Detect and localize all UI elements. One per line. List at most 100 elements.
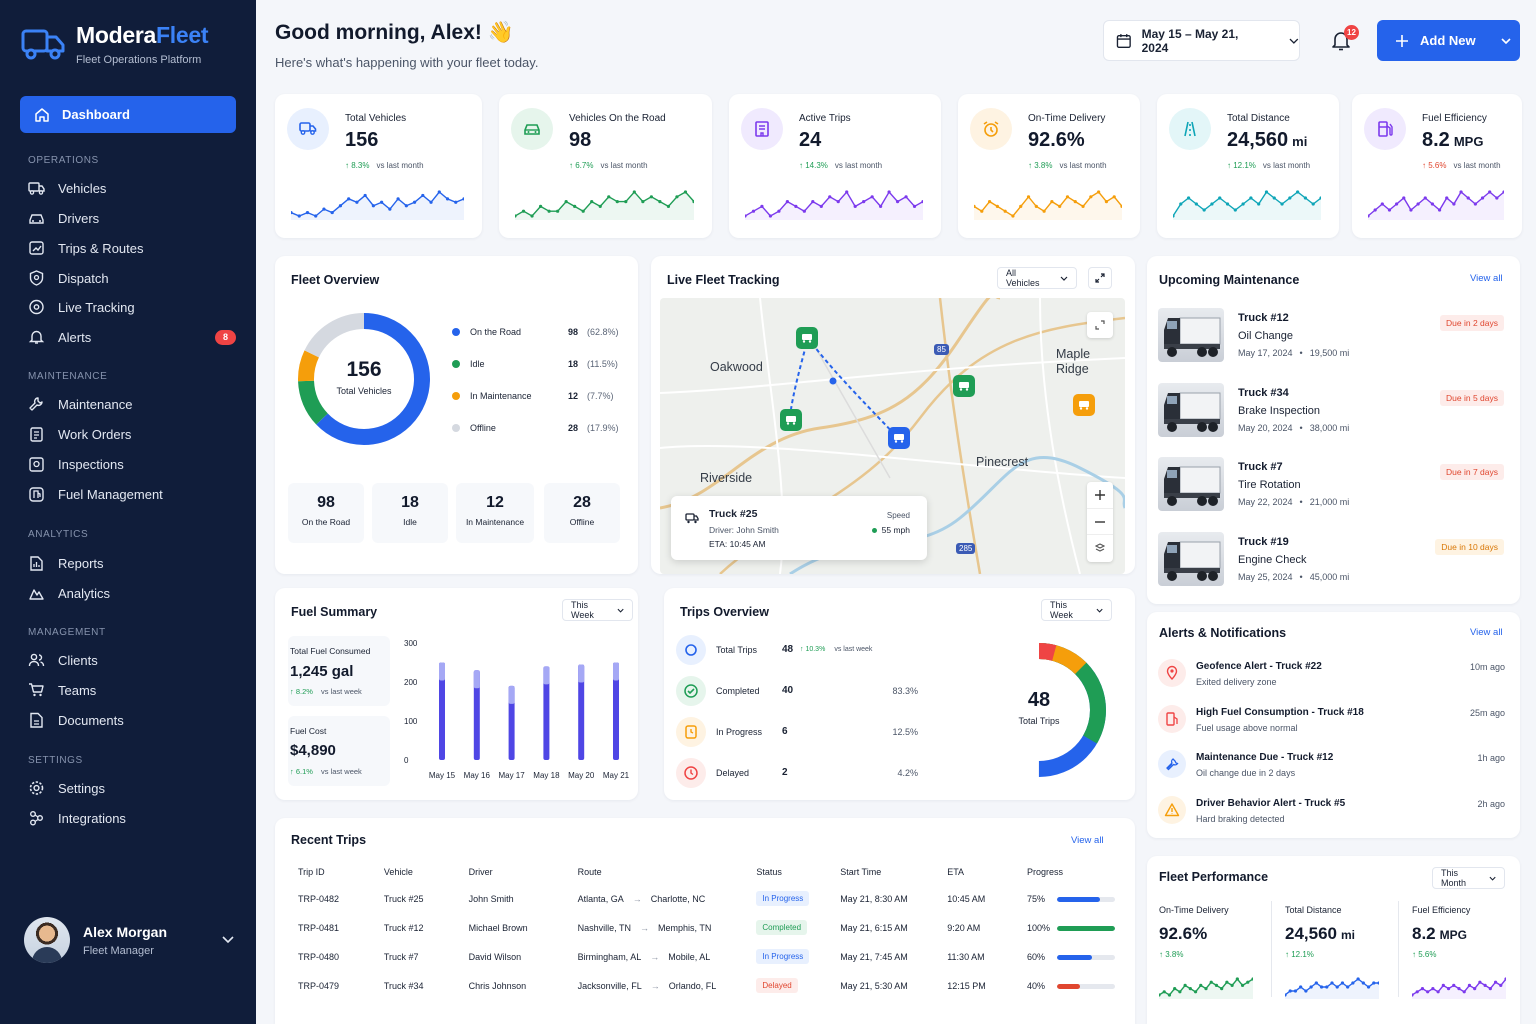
vehicle-marker-selected[interactable] xyxy=(888,427,910,449)
trip-stat-row[interactable]: Total Trips 48 ↑ 10.3% vs last week xyxy=(676,635,920,665)
alert-item[interactable]: Driver Behavior Alert - Truck #5 Hard bra… xyxy=(1158,795,1508,836)
alerts-view-all-link[interactable]: View all xyxy=(1470,627,1503,638)
table-row[interactable]: TRP-0482 Truck #25 John Smith Atlanta, GA → C… xyxy=(288,884,1118,913)
popup-driver: Driver: John Smith xyxy=(709,525,779,535)
column-header[interactable]: Vehicle xyxy=(383,867,413,877)
alert-item[interactable]: Maintenance Due - Truck #12 Oil change du… xyxy=(1158,750,1508,790)
sidebar-item-settings[interactable]: Settings xyxy=(28,780,236,796)
trip-stat-row[interactable]: Delayed 2 4.2% xyxy=(676,758,920,788)
column-header[interactable]: ETA xyxy=(947,867,965,877)
column-header[interactable]: Start Time xyxy=(840,867,882,877)
performance-period-select[interactable]: This Month xyxy=(1432,867,1505,889)
table-row[interactable]: TRP-0479 Truck #34 Chris Johnson Jacksonvil… xyxy=(288,971,1118,1000)
vehicle-marker[interactable] xyxy=(1073,394,1095,416)
kpi-card[interactable]: On-Time Delivery 92.6% ↑ 3.8% vs last month xyxy=(958,94,1140,238)
recent-trips-view-all-link[interactable]: View all xyxy=(1071,835,1104,846)
sidebar-item-maintenance[interactable]: Maintenance xyxy=(28,396,236,412)
table-row[interactable]: TRP-0481 Truck #12 Michael Brown Nashville,… xyxy=(288,913,1118,942)
kpi-card[interactable]: Active Trips 24 ↑ 14.3% vs last month xyxy=(729,94,941,238)
alert-item[interactable]: High Fuel Consumption - Truck #18 Fuel us… xyxy=(1158,704,1508,745)
maintenance-view-all-link[interactable]: View all xyxy=(1470,273,1503,284)
sidebar-item-integrations[interactable]: Integrations xyxy=(28,810,236,826)
vehicle-marker[interactable] xyxy=(953,375,975,397)
user-profile[interactable]: Alex Morgan Fleet Manager xyxy=(24,917,234,963)
trip-stat-row[interactable]: Completed 40 83.3% xyxy=(676,676,920,706)
kpi-card[interactable]: Total Distance 24,560 mi ↑ 12.1% vs last mon… xyxy=(1157,94,1339,238)
notifications-button[interactable]: 12 xyxy=(1331,25,1359,55)
status-summary-card[interactable]: 18 Idle xyxy=(372,483,448,543)
trip-stat-row[interactable]: In Progress 6 12.5% xyxy=(676,717,920,747)
sidebar-item-analytics[interactable]: Analytics xyxy=(28,585,236,601)
zoom-in-button[interactable] xyxy=(1087,482,1113,508)
fuel-bar[interactable] xyxy=(613,662,619,761)
kpi-card[interactable]: Total Vehicles 156 ↑ 8.3% vs last month xyxy=(275,94,482,238)
fleet-donut-segment-3[interactable] xyxy=(298,313,430,445)
fuel-period-select[interactable]: This Week xyxy=(562,599,633,621)
sidebar-item-clients[interactable]: Clients xyxy=(28,652,236,668)
legend-item[interactable]: On the Road 98 (62.8%) xyxy=(452,327,619,337)
fleet-donut-segment-2[interactable] xyxy=(298,313,430,445)
zoom-out-button[interactable] xyxy=(1087,508,1113,534)
maintenance-item[interactable]: Truck #12 Oil Change May 17, 2024 • 19,500 m… xyxy=(1158,308,1510,364)
sidebar-item-teams[interactable]: Teams xyxy=(28,682,236,698)
vehicle-marker[interactable] xyxy=(796,327,818,349)
sidebar-item-trips-routes[interactable]: Trips & Routes xyxy=(28,240,236,256)
sparkline-point xyxy=(760,204,764,208)
sidebar-item-dispatch[interactable]: Dispatch xyxy=(28,270,236,286)
brand[interactable]: ModeraFleet Fleet Operations Platform xyxy=(20,22,208,66)
sparkline-point xyxy=(1042,209,1046,213)
column-header[interactable]: Status xyxy=(756,867,782,877)
status-summary-card[interactable]: 98 On the Road xyxy=(288,483,364,543)
sidebar-item-inspections[interactable]: Inspections xyxy=(28,456,236,472)
kpi-card[interactable]: Fuel Efficiency 8.2 MPG ↑ 5.6% vs last month xyxy=(1352,94,1522,238)
date-range-picker[interactable]: May 15 – May 21, 2024 xyxy=(1103,20,1300,61)
sidebar-item-label: Dashboard xyxy=(62,107,130,122)
fuel-bar[interactable] xyxy=(508,685,515,760)
sidebar-item-drivers[interactable]: Drivers xyxy=(28,210,236,226)
performance-metric[interactable]: On-Time Delivery 92.6% ↑ 3.8% xyxy=(1159,905,1269,999)
legend-item[interactable]: Idle 18 (11.5%) xyxy=(452,359,618,369)
layers-button[interactable] xyxy=(1087,534,1113,560)
status-summary-card[interactable]: 28 Offline xyxy=(544,483,620,543)
column-header[interactable]: Trip ID xyxy=(298,867,325,877)
sidebar-item-dashboard[interactable]: Dashboard xyxy=(20,96,236,133)
legend-item[interactable]: In Maintenance 12 (7.7%) xyxy=(452,391,618,401)
performance-metric[interactable]: Total Distance 24,560 mi ↑ 12.1% xyxy=(1271,901,1395,999)
sidebar-item-documents[interactable]: Documents xyxy=(28,712,236,728)
maintenance-item[interactable]: Truck #19 Engine Check May 25, 2024 • 45,000… xyxy=(1158,531,1510,588)
column-header[interactable]: Driver xyxy=(468,867,493,877)
vehicle-popup[interactable]: Truck #25 Driver: John Smith ETA: 10:45 … xyxy=(671,496,927,560)
sparkline-point xyxy=(1431,987,1435,991)
kpi-icon-wrap xyxy=(287,108,329,150)
alert-icon-wrap xyxy=(1158,795,1186,824)
trips-period-select[interactable]: This Week xyxy=(1041,599,1112,621)
status-summary-card[interactable]: 12 In Maintenance xyxy=(456,483,534,543)
sidebar-item-live-tracking[interactable]: Live Tracking xyxy=(28,299,236,315)
fullscreen-map-button[interactable] xyxy=(1087,312,1113,338)
sidebar-item-vehicles[interactable]: Vehicles xyxy=(28,180,236,196)
performance-change: ↑ 12.1% xyxy=(1285,950,1314,959)
add-new-button[interactable]: Add New xyxy=(1377,20,1520,61)
chevron-down-icon[interactable] xyxy=(222,936,234,944)
legend-item[interactable]: Offline 28 (17.9%) xyxy=(452,423,619,433)
alert-item[interactable]: Geofence Alert - Truck #22 Exited deliver… xyxy=(1158,659,1508,699)
column-header[interactable]: Progress xyxy=(1026,867,1063,877)
fuel-bar[interactable] xyxy=(578,664,585,760)
maintenance-item[interactable]: Truck #34 Brake Inspection May 20, 2024 • 38… xyxy=(1158,382,1510,439)
fuel-bar[interactable] xyxy=(439,662,445,761)
sidebar-item-work-orders[interactable]: Work Orders xyxy=(28,426,236,442)
fuel-bar[interactable] xyxy=(473,670,480,760)
sidebar-item-reports[interactable]: Reports xyxy=(28,555,236,571)
sidebar-item-alerts[interactable]: Alerts 8 xyxy=(28,329,236,345)
performance-metric[interactable]: Fuel Efficiency 8.2 MPG ↑ 5.6% xyxy=(1398,901,1522,999)
column-header[interactable]: Route xyxy=(577,867,602,877)
expand-map-button[interactable] xyxy=(1088,267,1112,289)
trips-donut-segment[interactable] xyxy=(972,643,1106,777)
fuel-bar[interactable] xyxy=(543,666,550,760)
kpi-card[interactable]: Vehicles On the Road 98 ↑ 6.7% vs last mont… xyxy=(499,94,712,238)
vehicle-marker[interactable] xyxy=(780,409,802,431)
maintenance-item[interactable]: Truck #7 Tire Rotation May 22, 2024 • 21,000… xyxy=(1158,457,1510,513)
sidebar-item-fuel-management[interactable]: Fuel Management xyxy=(28,486,236,502)
vehicle-filter-select[interactable]: All Vehicles xyxy=(997,267,1077,289)
table-row[interactable]: TRP-0480 Truck #7 David Wilson Birmingham, … xyxy=(288,942,1118,971)
